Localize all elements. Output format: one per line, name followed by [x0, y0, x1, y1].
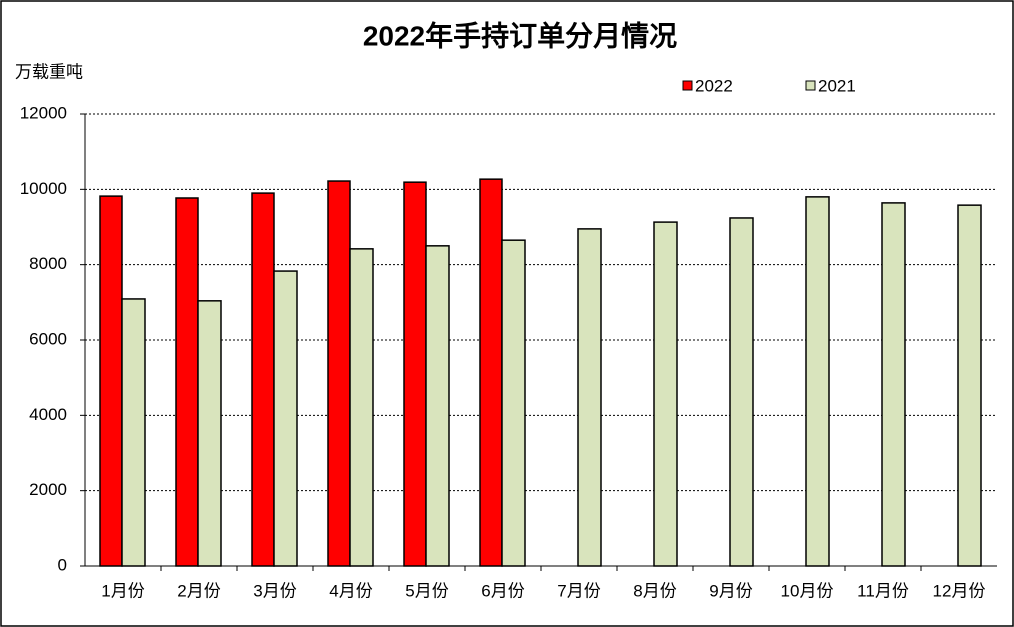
x-tick-label: 6月份	[481, 581, 524, 600]
bar	[349, 248, 374, 567]
bar	[99, 195, 123, 567]
x-tick-label: 3月份	[253, 581, 296, 600]
bar	[957, 204, 982, 567]
x-tick-label: 8月份	[633, 581, 676, 600]
y-tick-label: 12000	[20, 103, 67, 122]
bar	[403, 181, 427, 567]
x-tick-label: 10月份	[781, 581, 834, 600]
legend-swatch	[805, 80, 816, 91]
bar	[327, 180, 351, 567]
x-tick-label: 5月份	[405, 581, 448, 600]
y-tick-label: 10000	[20, 179, 67, 198]
bar	[805, 196, 830, 567]
bar	[881, 202, 906, 567]
bar	[577, 228, 602, 567]
legend-label: 2021	[818, 76, 856, 95]
bar	[251, 192, 275, 567]
x-tick-label: 9月份	[709, 581, 752, 600]
y-tick-label: 4000	[29, 405, 67, 424]
x-tick-label: 1月份	[101, 581, 144, 600]
y-tick-label: 8000	[29, 254, 67, 273]
bar	[175, 197, 199, 567]
y-tick-label: 0	[58, 555, 67, 574]
x-tick-label: 7月份	[557, 581, 600, 600]
y-tick-label: 6000	[29, 329, 67, 348]
bar	[729, 217, 754, 567]
bar	[121, 298, 146, 567]
x-tick-label: 2月份	[177, 581, 220, 600]
bar	[501, 239, 526, 567]
bar	[197, 300, 222, 567]
y-axis-label: 万载重吨	[15, 62, 83, 81]
x-tick-label: 12月份	[933, 581, 986, 600]
legend-label: 2022	[695, 76, 733, 95]
bar	[425, 245, 450, 567]
bar	[479, 178, 503, 567]
y-tick-label: 2000	[29, 480, 67, 499]
x-tick-label: 11月份	[857, 581, 909, 600]
bar	[653, 221, 678, 567]
legend-swatch	[682, 80, 693, 91]
bar	[273, 270, 298, 567]
chart-title: 2022年手持订单分月情况	[363, 19, 677, 51]
x-tick-label: 4月份	[329, 581, 372, 600]
